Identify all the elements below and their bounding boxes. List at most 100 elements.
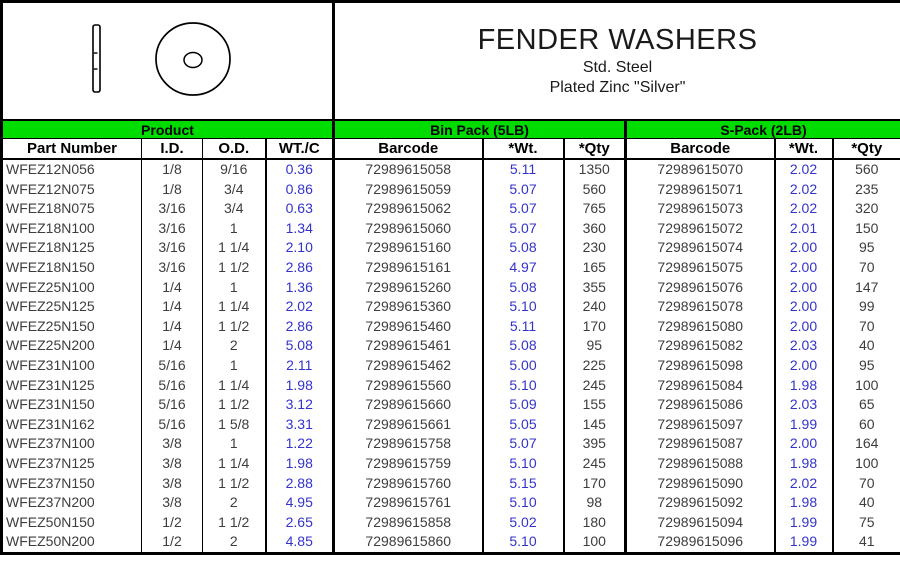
cell-od: 1 <box>202 218 266 239</box>
cell-part-number: WFEZ18N075 <box>6 200 95 217</box>
cell-bin-wt: 5.10 <box>481 453 564 474</box>
cell-part-number: WFEZ37N150 <box>6 474 95 491</box>
cell-s-qty: 100 <box>831 453 900 474</box>
table-row: WFEZ50N200 1/2 2 4.85 72989615860 5.10 100 7298… <box>2 532 900 554</box>
cell-od: 1 1/2 <box>202 395 266 415</box>
cell-bin-qty: 245 <box>562 453 626 474</box>
cell-id: 3/16 <box>141 238 203 258</box>
cell-s-barcode: 72989615078 <box>624 297 775 317</box>
table-row: WFEZ37N200 3/8 2 4.95 72989615761 5.10 98 72989… <box>2 493 900 513</box>
table-row: WFEZ31N125 5/16 1 1/4 1.98 72989615560 5.10 24… <box>2 375 900 396</box>
col-bin-wt: *Wt. <box>481 138 564 160</box>
group-s-pack: S-Pack (2LB) <box>624 120 900 139</box>
cell-bin-qty: 98 <box>562 493 626 513</box>
cell-od: 1 1/2 <box>202 316 266 337</box>
cell-bin-barcode: 72989615660 <box>332 395 483 415</box>
cell-od: 3/4 <box>202 199 266 219</box>
cell-id: 1/4 <box>141 277 203 298</box>
cell-s-qty: 70 <box>831 473 900 494</box>
cell-s-barcode: 72989615071 <box>624 179 775 200</box>
cell-bin-barcode: 72989615860 <box>332 532 483 554</box>
cell-bin-wt: 5.11 <box>481 316 564 337</box>
cell-od: 1 1/4 <box>202 297 266 317</box>
cell-s-wt: 2.00 <box>773 257 833 278</box>
cell-bin-qty: 230 <box>562 238 626 258</box>
cell-wt-c: 1.36 <box>264 277 334 298</box>
cell-s-wt: 2.00 <box>773 238 833 258</box>
cell-od: 2 <box>202 336 266 356</box>
cell-part-number: WFEZ25N125 <box>6 298 95 315</box>
cell-bin-barcode: 72989615160 <box>332 238 483 258</box>
cell-s-qty: 65 <box>831 395 900 415</box>
cell-id: 3/8 <box>141 434 203 454</box>
cell-s-wt: 2.03 <box>773 336 833 356</box>
cell-id: 3/8 <box>141 493 203 513</box>
cell-od: 9/16 <box>202 159 266 180</box>
cell-bin-qty: 155 <box>562 395 626 415</box>
col-s-wt: *Wt. <box>773 138 833 160</box>
cell-id: 5/16 <box>141 414 203 435</box>
cell-wt-c: 1.22 <box>264 434 334 454</box>
col-od: O.D. <box>202 138 266 160</box>
cell-part-number: WFEZ31N100 <box>6 356 95 373</box>
cell-bin-barcode: 72989615661 <box>332 414 483 435</box>
cell-part-number: WFEZ50N200 <box>6 533 95 550</box>
table-row: WFEZ37N125 3/8 1 1/4 1.98 72989615759 5.10 245… <box>2 453 900 474</box>
col-bin-qty: *Qty <box>562 138 626 160</box>
cell-id: 1/2 <box>141 532 203 554</box>
cell-wt-c: 2.65 <box>264 512 334 533</box>
cell-od: 1 1/4 <box>202 238 266 258</box>
table-row: WFEZ12N075 1/8 3/4 0.86 72989615059 5.07 560 72… <box>2 179 900 200</box>
cell-bin-wt: 5.15 <box>481 473 564 494</box>
cell-bin-barcode: 72989615059 <box>332 179 483 200</box>
cell-bin-barcode: 72989615560 <box>332 375 483 396</box>
cell-bin-qty: 395 <box>562 434 626 454</box>
col-wt-c: WT./C <box>264 138 334 160</box>
cell-id: 3/16 <box>141 218 203 239</box>
cell-s-barcode: 72989615074 <box>624 238 775 258</box>
cell-s-wt: 2.02 <box>773 179 833 200</box>
cell-id: 5/16 <box>141 395 203 415</box>
cell-bin-wt: 5.09 <box>481 395 564 415</box>
cell-s-wt: 2.01 <box>773 218 833 239</box>
cell-bin-wt: 5.05 <box>481 414 564 435</box>
cell-s-qty: 560 <box>831 159 900 180</box>
table-row: WFEZ12N056 1/8 9/16 0.36 72989615058 5.11 1350… <box>2 159 900 180</box>
cell-s-qty: 70 <box>831 257 900 278</box>
table-row: WFEZ18N150 3/16 1 1/2 2.86 72989615161 4.97 16… <box>2 257 900 278</box>
cell-bin-wt: 5.02 <box>481 512 564 533</box>
cell-wt-c: 2.86 <box>264 257 334 278</box>
cell-bin-barcode: 72989615260 <box>332 277 483 298</box>
cell-bin-wt: 5.07 <box>481 434 564 454</box>
cell-bin-barcode: 72989615758 <box>332 434 483 454</box>
cell-wt-c: 4.95 <box>264 493 334 513</box>
cell-s-barcode: 72989615092 <box>624 493 775 513</box>
cell-bin-qty: 170 <box>562 473 626 494</box>
group-header-row: Product Bin Pack (5LB) S-Pack (2LB) <box>1 120 900 139</box>
cell-s-barcode: 72989615075 <box>624 257 775 278</box>
cell-wt-c: 0.36 <box>264 159 334 180</box>
cell-id: 5/16 <box>141 375 203 396</box>
cell-bin-barcode: 72989615760 <box>332 473 483 494</box>
cell-wt-c: 0.86 <box>264 179 334 200</box>
table-row: WFEZ25N125 1/4 1 1/4 2.02 72989615360 5.10 240… <box>2 297 900 317</box>
cell-wt-c: 2.88 <box>264 473 334 494</box>
cell-bin-wt: 5.07 <box>481 199 564 219</box>
cell-s-qty: 75 <box>831 512 900 533</box>
cell-s-qty: 164 <box>831 434 900 454</box>
cell-bin-wt: 4.97 <box>481 257 564 278</box>
cell-s-barcode: 72989615076 <box>624 277 775 298</box>
cell-od: 2 <box>202 532 266 554</box>
table-row: WFEZ31N100 5/16 1 2.11 72989615462 5.00 225 729… <box>2 355 900 376</box>
page-title: FENDER WASHERS <box>477 24 758 57</box>
table-row: WFEZ18N075 3/16 3/4 0.63 72989615062 5.07 765 7… <box>2 199 900 219</box>
cell-wt-c: 0.63 <box>264 199 334 219</box>
cell-part-number: WFEZ37N200 <box>6 494 95 511</box>
table-row: WFEZ37N100 3/8 1 1.22 72989615758 5.07 395 7298… <box>2 434 900 454</box>
col-s-qty: *Qty <box>831 138 900 160</box>
col-part-number: Part Number <box>1 138 142 160</box>
cell-s-barcode: 72989615098 <box>624 355 775 376</box>
cell-s-qty: 41 <box>831 532 900 554</box>
table-row: WFEZ18N100 3/16 1 1.34 72989615060 5.07 360 729… <box>2 218 900 239</box>
cell-part-number: WFEZ18N125 <box>6 239 95 256</box>
